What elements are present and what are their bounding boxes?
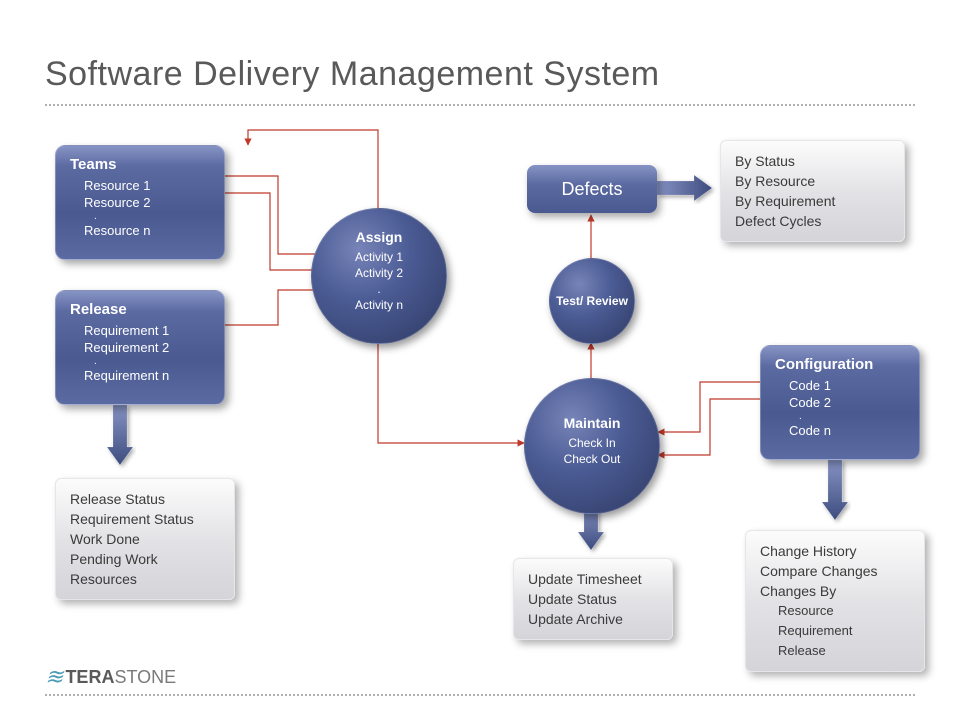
defects-pill: Defects [527, 165, 657, 213]
maintain-item: Check In [525, 435, 659, 451]
panel-line: Pending Work [70, 549, 220, 569]
release-item: Requirement n [70, 367, 210, 384]
config-c2-maintain [658, 399, 760, 455]
assign-item: Activity 2 [312, 265, 446, 281]
defects-label: Defects [561, 179, 622, 200]
page-title: Software Delivery Management System [45, 55, 660, 94]
config-c1-maintain [658, 382, 760, 432]
release-item: Requirement 1 [70, 322, 210, 339]
assign-circle: Assign Activity 1 Activity 2 . Activity … [311, 208, 447, 344]
maintain-circle: Maintain Check In Check Out [524, 378, 660, 514]
panel-line: Update Archive [528, 609, 658, 629]
teams-item: . [70, 211, 210, 222]
panel-sub: Resource [760, 601, 910, 621]
panel-line: Update Timesheet [528, 569, 658, 589]
config-item: Code 1 [775, 377, 905, 394]
release-item: Requirement 2 [70, 339, 210, 356]
panel-line: Work Done [70, 529, 220, 549]
assign-item: Activity n [312, 297, 446, 313]
config-output-panel: Change History Compare Changes Changes B… [745, 530, 925, 672]
release-title: Release [70, 301, 210, 318]
panel-line: Release Status [70, 489, 220, 509]
config-item: Code n [775, 422, 905, 439]
diagram-stage: Software Delivery Management System Team… [0, 0, 960, 720]
logo-thin: STONE [114, 667, 176, 687]
panel-line: By Resource [735, 171, 890, 191]
test-review-title: Test/ Review [556, 294, 628, 308]
panel-line: Change History [760, 541, 910, 561]
logo-mark-icon: ≋ [45, 664, 59, 690]
title-rule [45, 104, 915, 106]
maintain-output-panel: Update Timesheet Update Status Update Ar… [513, 558, 673, 640]
teams-item: Resource n [70, 222, 210, 239]
teams-title: Teams [70, 156, 210, 173]
teams-item: Resource 1 [70, 177, 210, 194]
maintain-item: Check Out [525, 451, 659, 467]
panel-line: By Requirement [735, 191, 890, 211]
teams-box: Teams Resource 1 Resource 2 . Resource n [55, 145, 225, 260]
teams-item: Resource 2 [70, 194, 210, 211]
assign-item: . [312, 281, 446, 297]
release-box: Release Requirement 1 Requirement 2 . Re… [55, 290, 225, 405]
defects-to-panel [657, 175, 712, 201]
configuration-title: Configuration [775, 356, 905, 373]
configuration-box: Configuration Code 1 Code 2 . Code n [760, 345, 920, 460]
panel-sub: Requirement [760, 621, 910, 641]
panel-line: Compare Changes [760, 561, 910, 581]
release-r1-assign [225, 290, 320, 325]
maintain-title: Maintain [525, 415, 659, 431]
release-to-panel [107, 405, 133, 465]
panel-line: Requirement Status [70, 509, 220, 529]
panel-line: Update Status [528, 589, 658, 609]
bottom-rule [45, 694, 915, 696]
assign-v-to-top [248, 130, 378, 208]
panel-line: Changes By [760, 581, 910, 601]
logo-bold: TERA [65, 667, 114, 687]
panel-line: Defect Cycles [735, 211, 890, 231]
assign-title: Assign [312, 229, 446, 245]
brand-logo: ≋ TERASTONE [45, 664, 176, 690]
panel-line: By Status [735, 151, 890, 171]
config-to-panel [822, 460, 848, 520]
assign-v-down [378, 342, 524, 443]
release-item: . [70, 356, 210, 367]
defects-output-panel: By Status By Resource By Requirement Def… [720, 140, 905, 242]
panel-line: Resources [70, 569, 220, 589]
test-review-circle: Test/ Review [549, 258, 635, 344]
config-item: Code 2 [775, 394, 905, 411]
teams-r2-assign [225, 193, 322, 270]
assign-item: Activity 1 [312, 249, 446, 265]
release-output-panel: Release Status Requirement Status Work D… [55, 478, 235, 600]
panel-sub: Release [760, 641, 910, 661]
config-item: . [775, 411, 905, 422]
